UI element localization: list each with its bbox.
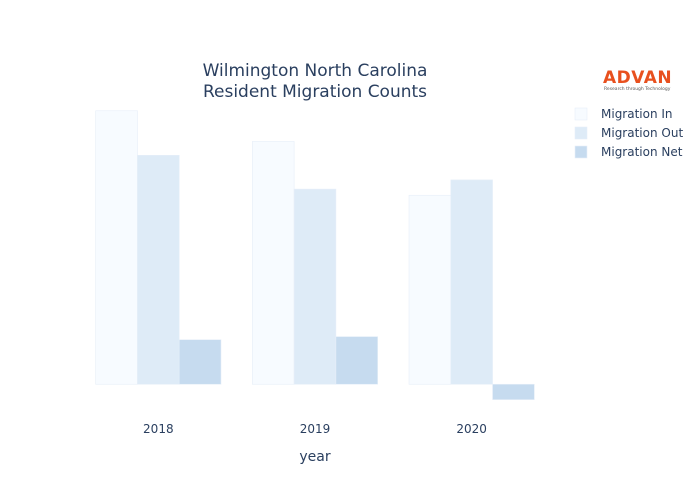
chart-title-line-2: Resident Migration Counts xyxy=(203,82,427,102)
logo-tagline: Research through Technology xyxy=(604,86,671,92)
x-axis-title: year xyxy=(299,449,330,465)
chart-title: Wilmington North Carolina Resident Migra… xyxy=(203,61,428,102)
bar-migration-out-2019[interactable] xyxy=(293,188,337,385)
x-tick-labels: 2018 2019 2020 xyxy=(143,422,487,436)
bar-migration-net-2019[interactable] xyxy=(335,336,378,385)
legend-swatch xyxy=(574,126,588,140)
bar-migration-out-2018[interactable] xyxy=(137,155,180,385)
legend-item-migration-in[interactable]: Migration In xyxy=(574,107,673,121)
x-tick-2019: 2019 xyxy=(300,422,331,436)
legend-swatch xyxy=(574,145,588,159)
x-tick-2020: 2020 xyxy=(456,422,487,436)
logo-wordmark: ADVAN xyxy=(603,68,672,88)
legend-item-migration-net[interactable]: Migration Net xyxy=(574,145,683,159)
bar-migration-in-2018[interactable] xyxy=(95,110,138,385)
advan-logo: ADVAN Research through Technology xyxy=(603,68,672,92)
legend-item-migration-out[interactable]: Migration Out xyxy=(574,126,683,140)
bar-migration-net-2018[interactable] xyxy=(178,339,222,385)
legend-label: Migration In xyxy=(601,107,673,121)
bar-migration-in-2019[interactable] xyxy=(252,141,295,385)
bar-migration-in-2020[interactable] xyxy=(408,194,452,385)
legend-swatch xyxy=(574,107,588,121)
bars-group xyxy=(95,110,535,400)
x-tick-2018: 2018 xyxy=(143,422,174,436)
chart-title-line-1: Wilmington North Carolina xyxy=(203,61,428,81)
bar-migration-out-2020[interactable] xyxy=(450,179,493,385)
legend-label: Migration Out xyxy=(601,126,683,140)
legend[interactable]: Migration In Migration Out Migration Net xyxy=(574,107,683,159)
legend-label: Migration Net xyxy=(601,145,683,159)
bar-migration-net-2020[interactable] xyxy=(492,383,535,400)
